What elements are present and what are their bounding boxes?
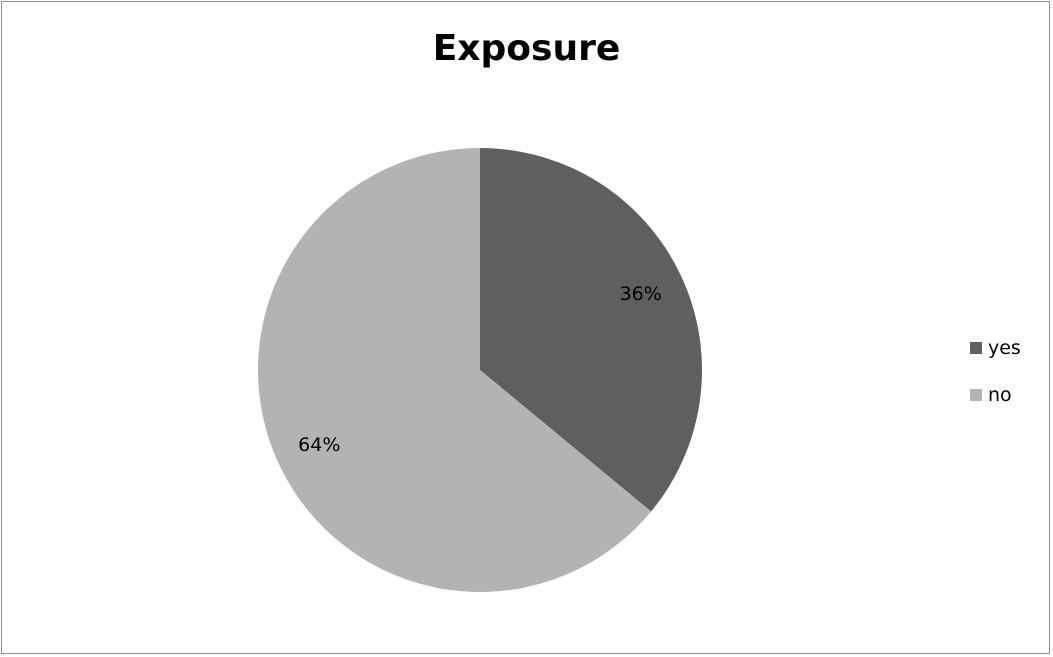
data-label-no: 64% bbox=[298, 434, 340, 456]
legend-swatch-yes bbox=[970, 342, 982, 354]
legend-label-no: no bbox=[988, 384, 1012, 406]
legend-label-yes: yes bbox=[988, 337, 1021, 359]
pie-slice-yes bbox=[480, 148, 702, 512]
legend-item-yes: yes bbox=[970, 336, 1021, 360]
chart-title: Exposure bbox=[432, 28, 621, 69]
legend-item-no: no bbox=[970, 383, 1021, 407]
data-label-yes: 36% bbox=[620, 283, 662, 305]
chart-legend: yes no bbox=[970, 336, 1021, 430]
pie-slice-no bbox=[258, 148, 652, 592]
legend-swatch-no bbox=[970, 389, 982, 401]
